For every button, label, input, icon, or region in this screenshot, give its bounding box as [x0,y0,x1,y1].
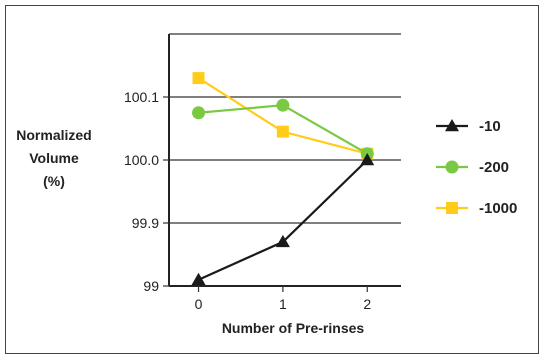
x-tick-label: 1 [279,296,287,312]
line-chart: 99 99.9 100.0 100.1 0 1 2 -10 -200 -1000 Normali… [16,33,517,336]
chart-frame: 99 99.9 100.0 100.1 0 1 2 -10 -200 -1000 Normali… [5,5,539,354]
data-point-minus-10 [275,234,290,248]
legend-marker [445,119,459,132]
y-tick-label: 99 [143,278,159,294]
x-axis-label: Number of Pre-rinses [222,320,365,336]
y-tick-label: 99.9 [132,215,159,231]
series-line-minus-1000 [197,77,368,155]
data-point-minus-1000 [276,125,289,138]
y-axis-label-line-2: Volume [29,150,79,166]
x-tick-label: 2 [363,296,371,312]
y-tick-label: 100.1 [124,89,159,105]
data-point-minus-1000 [192,72,205,85]
legend-label: -10 [479,118,501,135]
data-point-minus-10 [191,272,206,285]
y-axis-label-line-1: Normalized [16,127,91,143]
data-point-minus-10 [360,153,375,166]
x-tick-label: 0 [195,296,203,312]
legend-label: -1000 [479,200,517,217]
series-line-minus-10 [198,159,369,281]
data-point-minus-200 [192,106,206,120]
legend-marker [446,202,458,214]
legend-marker [445,160,459,174]
y-tick-label: 100.0 [124,152,159,168]
y-axis-label-line-3: (%) [43,173,65,189]
legend-label: -200 [479,159,509,176]
data-point-minus-200 [276,98,290,112]
